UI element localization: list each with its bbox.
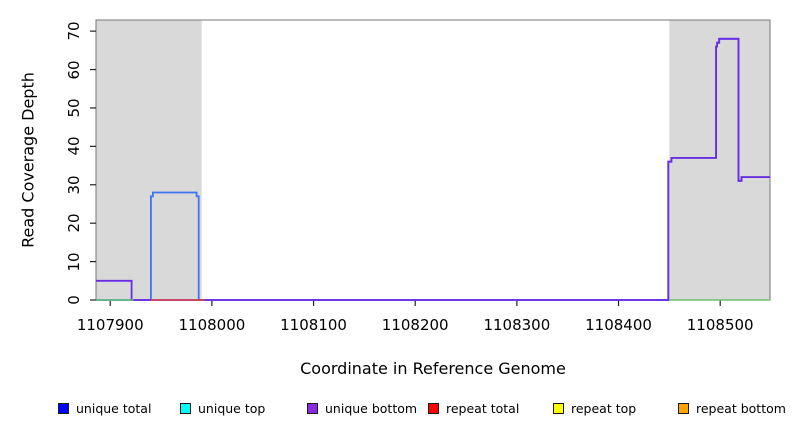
y-tick-label: 40 [65,136,83,156]
legend-item-repeat-total: repeat total [428,399,519,417]
x-tick-label: 1107900 [76,316,144,334]
y-tick-label: 20 [65,213,83,233]
y-tick-label: 30 [65,175,83,195]
x-tick-label: 1108200 [381,316,449,334]
legend-label: unique bottom [325,400,418,416]
legend-item-unique-top: unique top [180,399,265,417]
x-tick-label: 1108400 [585,316,652,334]
legend-item-unique-total: unique total [58,399,151,417]
y-tick-label: 50 [65,98,83,118]
legend-label: repeat bottom [696,400,786,416]
shaded-repeat-region [669,20,770,300]
x-tick-label: 1108100 [280,316,347,334]
y-tick-label: 70 [65,21,83,41]
legend-item-unique-bottom: unique bottom [307,399,417,417]
legend-item-repeat-top: repeat top [553,399,636,417]
legend-label: repeat total [446,400,520,416]
x-tick-label: 1108300 [483,316,551,334]
legend-label: repeat top [571,400,637,416]
legend-item-repeat-bottom: repeat bottom [678,399,786,417]
legend-swatch-icon [58,402,69,414]
y-tick-label: 10 [65,252,83,272]
shaded-repeat-region [96,20,202,300]
x-tick-label: 1108000 [178,316,246,334]
y-axis-title: Read Coverage Depth [18,72,38,248]
legend-swatch-icon [180,402,191,414]
series-unique-bottom [96,37,770,301]
legend-label: unique total [76,400,152,416]
legend-swatch-icon [553,402,564,414]
legend-swatch-icon [428,402,439,414]
x-axis-title: Coordinate in Reference Genome [300,359,566,378]
y-tick-label: 60 [65,60,83,80]
x-tick-label: 1108500 [686,316,754,334]
legend-swatch-icon [678,402,689,414]
legend-swatch-icon [307,402,318,414]
y-tick-label: 0 [65,295,83,305]
legend-label: unique top [198,400,266,416]
